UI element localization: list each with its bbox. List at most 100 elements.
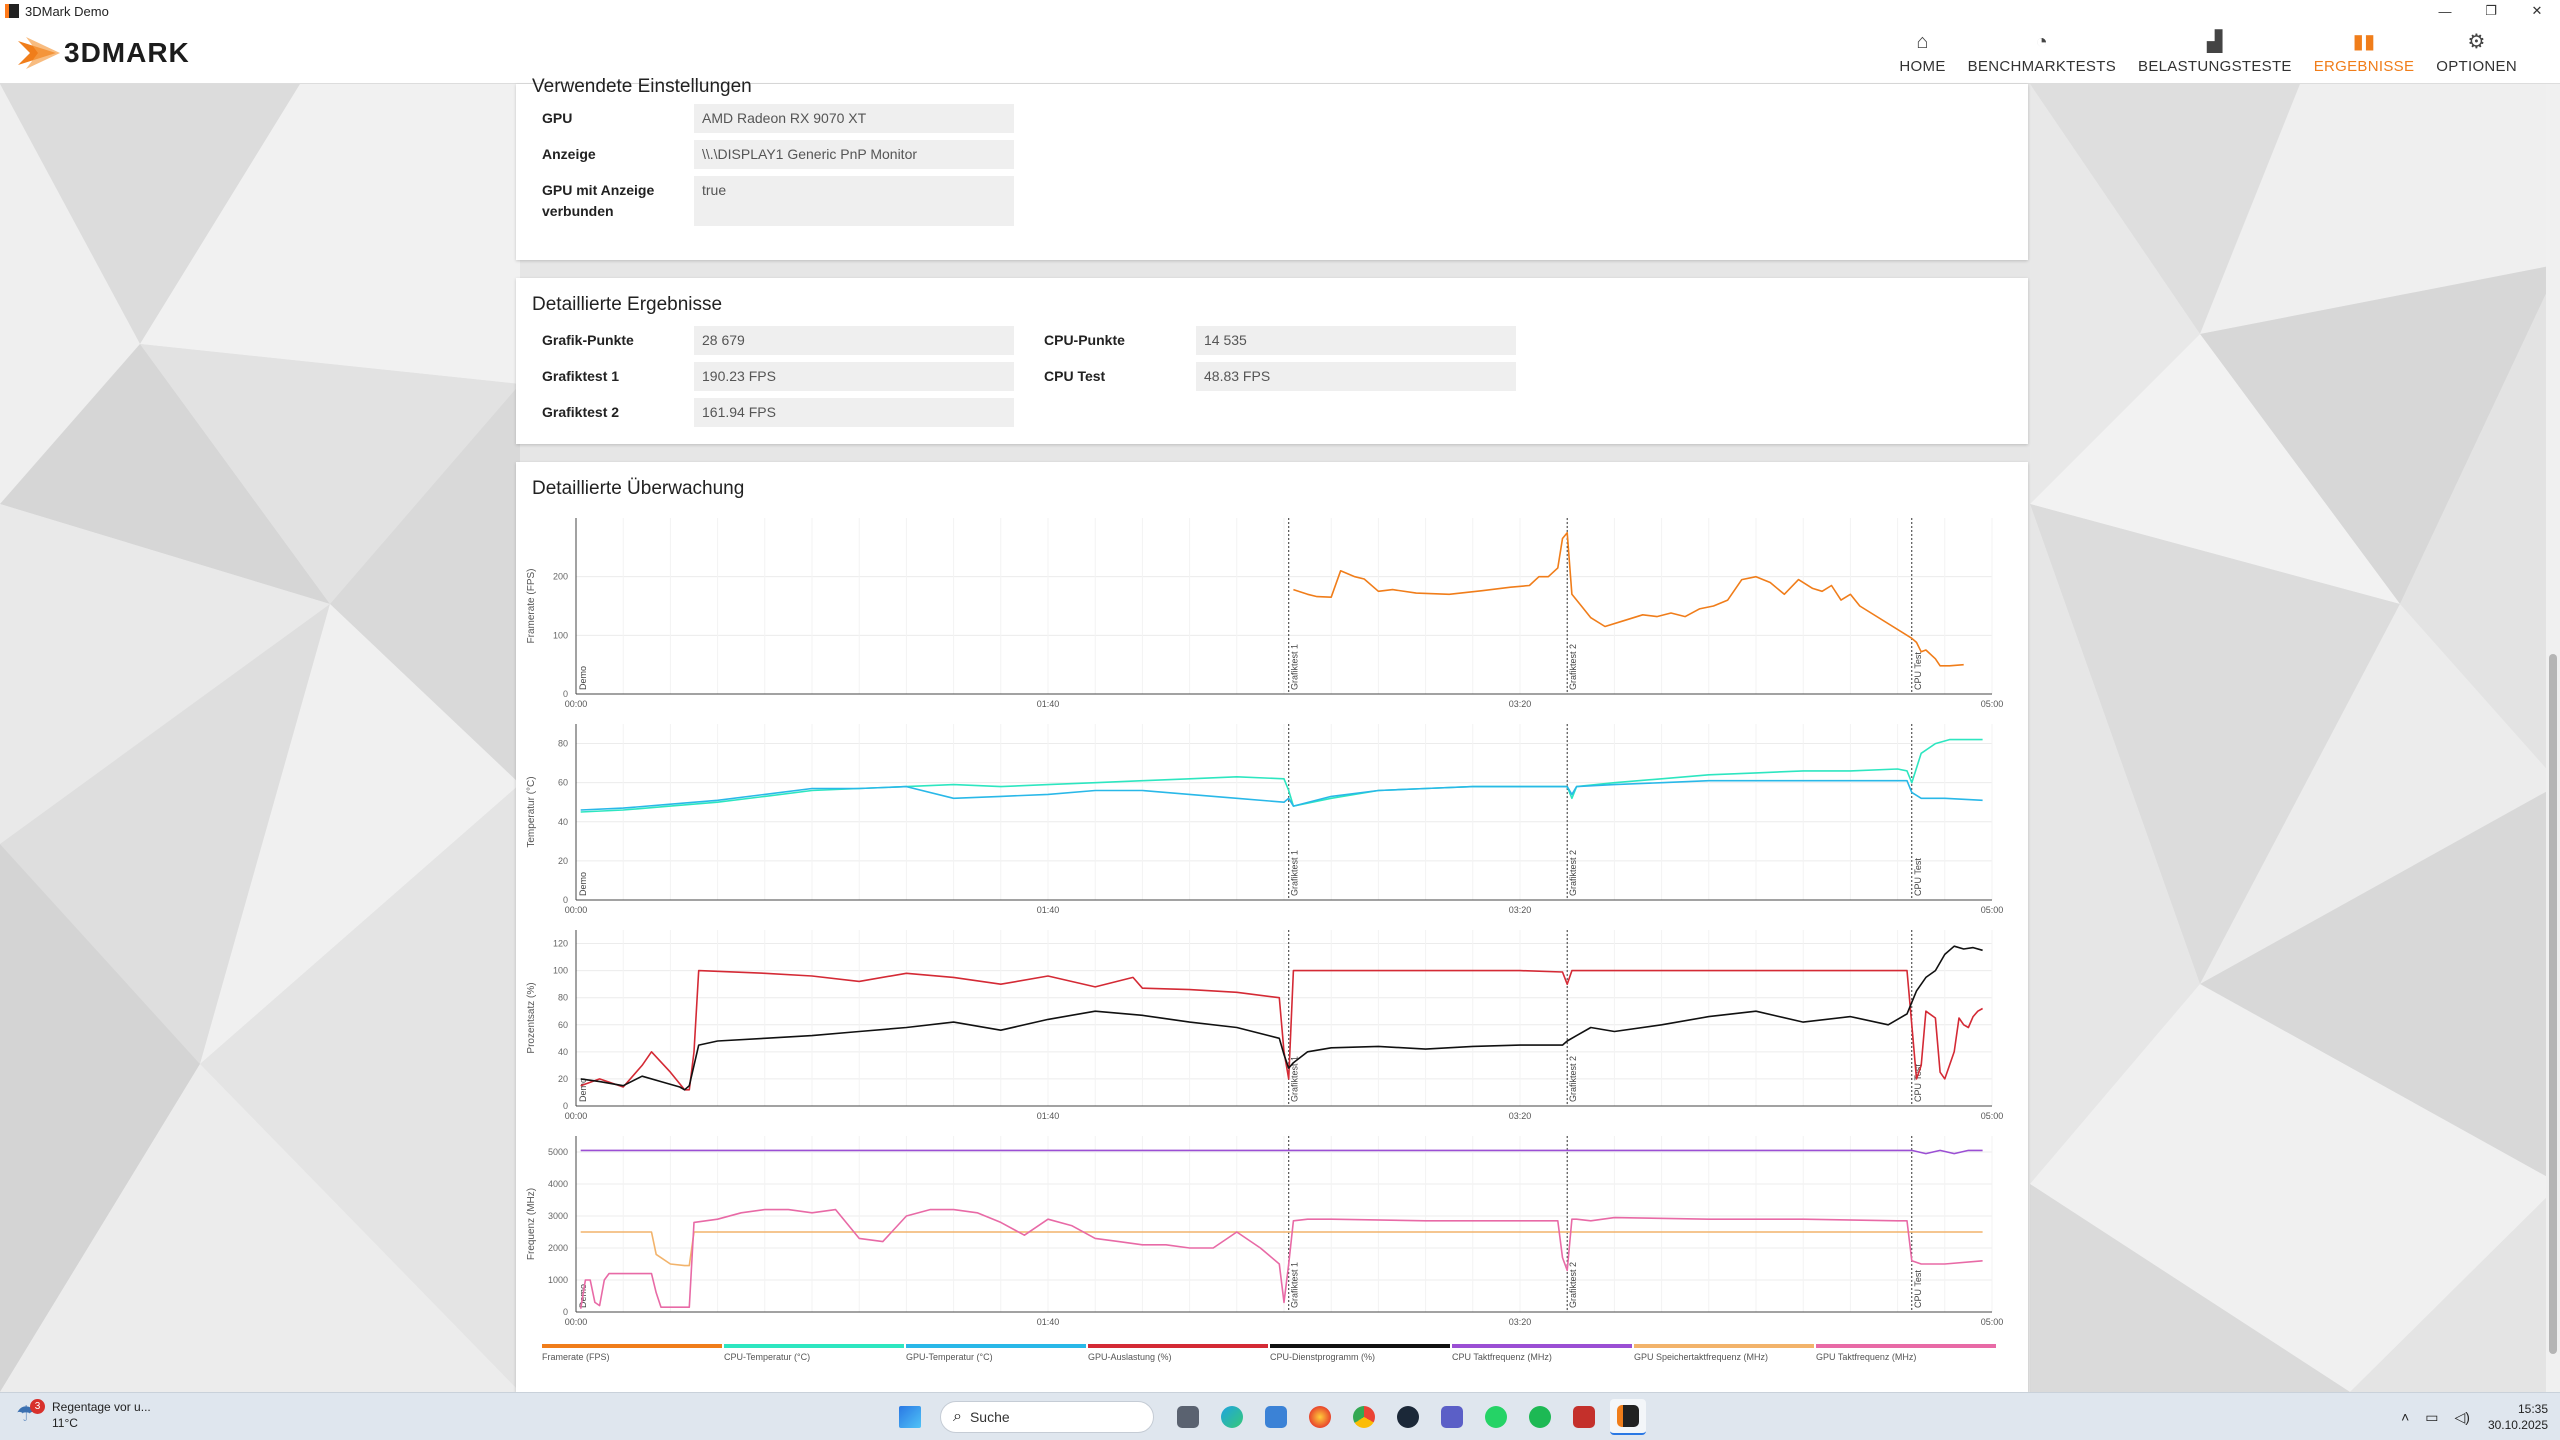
results-panel: Detaillierte Ergebnisse Grafik-Punkte 28… bbox=[516, 278, 2028, 444]
window-title: 3DMark Demo bbox=[25, 3, 109, 19]
minimize-button[interactable]: — bbox=[2438, 3, 2452, 19]
result-value: 28 679 bbox=[694, 326, 1014, 355]
y-axis-label: Frequenz (MHz) bbox=[526, 1188, 537, 1260]
legend-swatch bbox=[906, 1344, 1086, 1348]
phase-marker-label: Grafiktest 2 bbox=[1568, 1056, 1578, 1102]
legend-label: GPU Speichertaktfrequenz (MHz) bbox=[1634, 1352, 1768, 1362]
edge-button[interactable] bbox=[1214, 1399, 1250, 1435]
series-line bbox=[580, 1231, 1983, 1267]
phase-marker-label: Grafiktest 2 bbox=[1568, 644, 1578, 690]
steam-button[interactable] bbox=[1390, 1399, 1426, 1435]
settings-label: Anzeige bbox=[542, 146, 596, 162]
task-view-button[interactable] bbox=[1170, 1399, 1206, 1435]
nav-results[interactable]: ▮▮ ERGEBNISSE bbox=[2303, 22, 2426, 84]
results-left-column: Grafik-Punkte 28 679 Grafiktest 1 190.23… bbox=[516, 326, 1014, 427]
result-label: Grafik-Punkte bbox=[542, 332, 634, 348]
whatsapp-button[interactable] bbox=[1478, 1399, 1514, 1435]
system-tray: ˄ ▭ ◁) 15:35 30.10.2025 bbox=[2393, 1399, 2548, 1435]
monitoring-panel: Detaillierte Überwachung 0 100 200 Framerat… bbox=[516, 462, 2028, 1392]
nav-stress-tests[interactable]: ▟ BELASTUNGSTESTE bbox=[2127, 22, 2303, 84]
phase-marker-label: CPU Test bbox=[1913, 652, 1923, 690]
chevron-up-icon[interactable]: ˄ bbox=[2401, 1409, 2410, 1425]
search-placeholder: Suche bbox=[969, 1409, 1010, 1425]
y-tick-label: 100 bbox=[553, 966, 568, 976]
phase-marker-label: Grafiktest 1 bbox=[1290, 644, 1300, 690]
legend-label: Framerate (FPS) bbox=[542, 1352, 610, 1362]
phase-marker-label: Demo bbox=[578, 872, 588, 896]
settings-row-gpu: GPU AMD Radeon RX 9070 XT bbox=[542, 104, 1014, 133]
y-tick-label: 1000 bbox=[548, 1275, 568, 1285]
spotify-button[interactable] bbox=[1522, 1399, 1558, 1435]
taskbar-clock[interactable]: 15:35 30.10.2025 bbox=[2488, 1401, 2548, 1433]
results-icon: ▮▮ bbox=[2352, 31, 2376, 53]
settings-row-display: Anzeige \\.\DISPLAY1 Generic PnP Monitor bbox=[542, 140, 1014, 169]
restore-button[interactable]: ❐ bbox=[2485, 3, 2497, 18]
y-tick-label: 80 bbox=[558, 739, 568, 749]
steam-icon bbox=[1397, 1406, 1419, 1428]
series-line bbox=[580, 738, 1983, 813]
game-app-button[interactable] bbox=[1566, 1399, 1602, 1435]
results-heading: Detaillierte Ergebnisse bbox=[532, 294, 723, 315]
legend-swatch bbox=[1452, 1344, 1632, 1348]
page-scrollbar[interactable] bbox=[2546, 84, 2560, 1392]
x-tick-label: 03:20 bbox=[1509, 1111, 1532, 1121]
x-tick-label: 01:40 bbox=[1037, 1111, 1060, 1121]
edge-icon bbox=[1221, 1406, 1243, 1428]
y-axis-label: Framerate (FPS) bbox=[526, 568, 537, 643]
firefox-button[interactable] bbox=[1302, 1399, 1338, 1435]
x-tick-label: 05:00 bbox=[1981, 1317, 2004, 1327]
search-icon: ⌕ bbox=[953, 1408, 962, 1425]
start-button[interactable] bbox=[892, 1399, 928, 1435]
legend-label: GPU-Auslastung (%) bbox=[1088, 1352, 1172, 1362]
window-titlebar: 3DMark Demo — ❐ ✕ bbox=[0, 0, 2560, 22]
y-tick-label: 20 bbox=[558, 856, 568, 866]
y-tick-label: 3000 bbox=[548, 1211, 568, 1221]
y-tick-label: 60 bbox=[558, 778, 568, 788]
settings-value: \\.\DISPLAY1 Generic PnP Monitor bbox=[694, 140, 1014, 169]
nav-results-label: ERGEBNISSE bbox=[2313, 58, 2415, 75]
y-tick-label: 200 bbox=[553, 572, 568, 582]
teams-button[interactable] bbox=[1434, 1399, 1470, 1435]
nav-benchmarks[interactable]: ◔ BENCHMARKTESTS bbox=[1957, 22, 2127, 84]
clock-time: 15:35 bbox=[2517, 1402, 2548, 1416]
x-tick-label: 05:00 bbox=[1981, 1111, 2004, 1121]
results-row: CPU Test 48.83 FPS bbox=[1044, 362, 1516, 391]
y-tick-label: 80 bbox=[558, 993, 568, 1003]
series-line bbox=[580, 945, 1983, 1091]
weather-badge: 3 bbox=[30, 1399, 45, 1414]
x-tick-label: 00:00 bbox=[565, 699, 588, 709]
nav-stress-tests-label: BELASTUNGSTESTE bbox=[2138, 58, 2292, 75]
legend-swatch bbox=[1816, 1344, 1996, 1348]
y-tick-label: 2000 bbox=[548, 1243, 568, 1253]
nav-options[interactable]: ⚙ OPTIONEN bbox=[2425, 22, 2528, 84]
taskbar-search[interactable]: ⌕ Suche bbox=[940, 1401, 1154, 1433]
volume-icon[interactable]: ◁) bbox=[2454, 1408, 2470, 1425]
3dmark-logo: 3DMARK bbox=[16, 33, 190, 73]
y-axis-label: Temperatur (°C) bbox=[526, 776, 537, 847]
x-tick-label: 03:20 bbox=[1509, 905, 1532, 915]
result-value: 48.83 FPS bbox=[1196, 362, 1516, 391]
weather-widget[interactable]: ☂ 3 Regentage vor u... 11°C bbox=[16, 1399, 151, 1431]
store-icon bbox=[1265, 1406, 1287, 1428]
legend-swatch bbox=[724, 1344, 904, 1348]
nav-options-label: OPTIONEN bbox=[2436, 58, 2517, 75]
legend-label: CPU-Temperatur (°C) bbox=[724, 1352, 810, 1362]
whatsapp-icon bbox=[1485, 1406, 1507, 1428]
spotify-icon bbox=[1529, 1406, 1551, 1428]
phase-marker-label: CPU Test bbox=[1913, 1064, 1923, 1102]
main-nav: ⌂ HOME ◔ BENCHMARKTESTS ▟ BELASTUNGSTEST… bbox=[1888, 22, 2528, 84]
windows-taskbar: ☂ 3 Regentage vor u... 11°C ⌕ Suche ˄ ▭ ◁… bbox=[0, 1392, 2560, 1440]
3dmark-taskbar-button[interactable] bbox=[1610, 1399, 1646, 1435]
legend-swatch bbox=[1634, 1344, 1814, 1348]
phase-marker-label: Demo bbox=[578, 1078, 588, 1102]
network-icon[interactable]: ▭ bbox=[2425, 1408, 2439, 1425]
close-button[interactable]: ✕ bbox=[2531, 3, 2543, 18]
nav-home[interactable]: ⌂ HOME bbox=[1888, 22, 1956, 84]
store-button[interactable] bbox=[1258, 1399, 1294, 1435]
settings-label: GPU mit Anzeige verbunden bbox=[542, 182, 655, 219]
scrollbar-thumb[interactable] bbox=[2549, 654, 2557, 1354]
x-tick-label: 05:00 bbox=[1981, 905, 2004, 915]
chrome-button[interactable] bbox=[1346, 1399, 1382, 1435]
bar-chart-icon: ▟ bbox=[2207, 31, 2223, 53]
result-value: 190.23 FPS bbox=[694, 362, 1014, 391]
